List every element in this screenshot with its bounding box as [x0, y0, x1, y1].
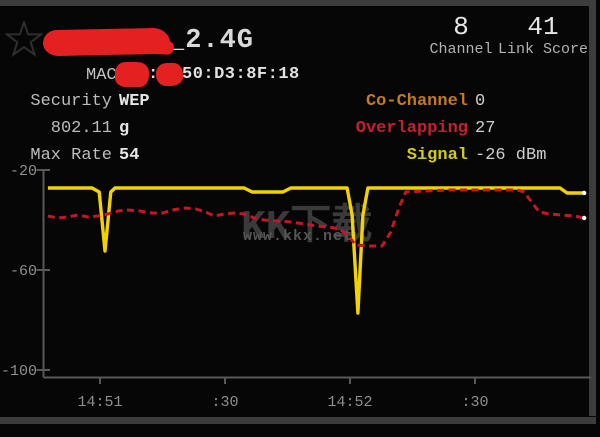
- svg-text::30: :30: [211, 394, 238, 411]
- window-frame-top: [0, 0, 596, 6]
- max-rate-label: Max Rate: [30, 146, 112, 165]
- svg-text:-60: -60: [10, 263, 37, 280]
- security-row: Security WEP: [0, 92, 150, 112]
- link-score-label: Link Score: [497, 41, 588, 58]
- svg-text:14:51: 14:51: [77, 394, 122, 411]
- security-value: WEP: [119, 92, 150, 111]
- standard-label: 802.11: [50, 119, 112, 138]
- co-channel-label: Co-Channel: [365, 92, 468, 111]
- channel-value: 8: [453, 12, 469, 42]
- overlapping-value: 27: [475, 119, 496, 138]
- security-label: Security: [30, 92, 112, 111]
- signal-row: Signal -26 dBm: [300, 146, 547, 166]
- link-score-stat: 41 Link Score: [494, 13, 592, 58]
- co-channel-row: Co-Channel 0: [300, 92, 485, 112]
- standard-value: g: [119, 119, 130, 138]
- watermark-url: www.kkx.net: [243, 228, 354, 245]
- max-rate-row: Max Rate 54: [0, 146, 139, 166]
- mac-value: 50:D3:8F:18: [182, 65, 300, 84]
- link-score-value: 41: [527, 12, 559, 42]
- co-channel-value: 0: [475, 92, 486, 111]
- signal-label: Signal: [406, 146, 468, 165]
- svg-text:-100: -100: [1, 363, 37, 380]
- mac-separator: :: [148, 65, 159, 84]
- mac-label: MAC: [86, 66, 117, 85]
- network-name: _2.4G: [168, 26, 255, 56]
- overlapping-row: Overlapping 27: [300, 119, 496, 139]
- mac-redaction-1: [115, 62, 149, 87]
- window-frame-right: [589, 0, 596, 416]
- max-rate-value: 54: [119, 146, 140, 165]
- ssid-redaction-scribble-bump: [137, 39, 175, 55]
- channel-stat: 8 Channel: [424, 13, 498, 58]
- signal-value: -26 dBm: [475, 146, 547, 165]
- svg-text:14:52: 14:52: [327, 394, 372, 411]
- channel-label: Channel: [429, 41, 493, 58]
- window-frame-bottom: [0, 417, 596, 424]
- overlapping-label: Overlapping: [355, 119, 468, 138]
- standard-row: 802.11 g: [0, 119, 129, 139]
- mac-redaction-2: [156, 63, 183, 86]
- chart-endpoint-markers: [581, 190, 587, 221]
- favorite-star-icon[interactable]: [5, 21, 43, 59]
- svg-text::30: :30: [461, 394, 488, 411]
